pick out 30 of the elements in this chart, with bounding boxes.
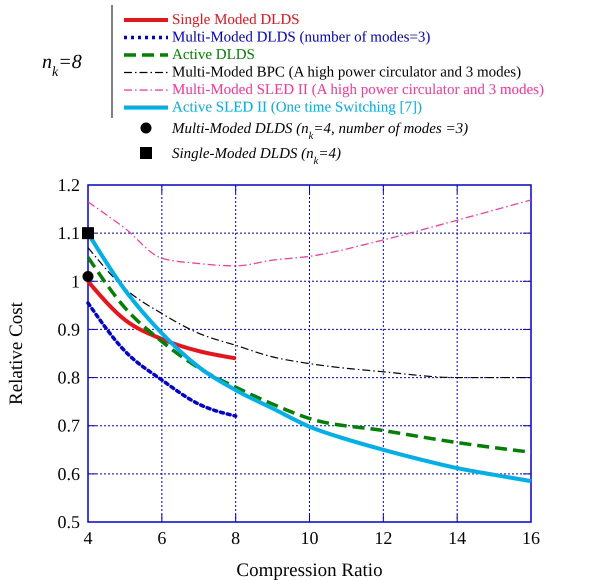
text: n$_{k}$=8	[42, 51, 82, 80]
y-tick-label: 1.2	[58, 175, 80, 195]
x-tick-label: 8	[231, 528, 240, 548]
line-series	[87, 246, 532, 378]
x-tick-label: 4	[84, 528, 92, 548]
x-tick-label: 16	[522, 528, 540, 548]
x-tick-label: 10	[300, 528, 318, 548]
legend-label: Multi-Moded SLED II (A high power circulator and 3 modes)	[172, 82, 544, 98]
line-series	[87, 199, 532, 266]
line-series	[86, 255, 533, 454]
x-axis-title: Compression Ratio	[236, 560, 383, 581]
y-tick-label: 0.9	[58, 319, 80, 340]
legend-label: Single-Moded DLDS (n$_{k}$=4)	[172, 146, 341, 166]
line-series	[86, 301, 238, 418]
y-tick-label: 1.1	[58, 223, 80, 244]
legend-label: Multi-Moded DLDS (n$_{k}$=4, number of modes =3)	[171, 121, 468, 142]
legend-label: Active SLED II (One time Switching [7])	[172, 100, 422, 116]
y-axis-title: Relative Cost	[6, 301, 27, 405]
x-tick-label: 12	[374, 528, 392, 548]
legend-label: Active DLDS	[172, 47, 255, 63]
x-tick-label: 6	[157, 528, 166, 548]
y-tick-label: 0.6	[58, 464, 80, 484]
y-tick-label: 1	[71, 271, 80, 292]
legend-label: Single Moded DLDS	[172, 12, 300, 28]
x-tick-label: 14	[448, 528, 466, 548]
y-tick-label: 0.5	[58, 512, 80, 532]
legend-label: Multi-Moded BPC (A high power circulator and 3 modes)	[172, 64, 522, 80]
legend-label: Multi-Moded DLDS (number of modes=3)	[172, 30, 430, 46]
y-tick-label: 0.7	[58, 416, 80, 436]
y-tick-label: 0.8	[58, 368, 80, 388]
